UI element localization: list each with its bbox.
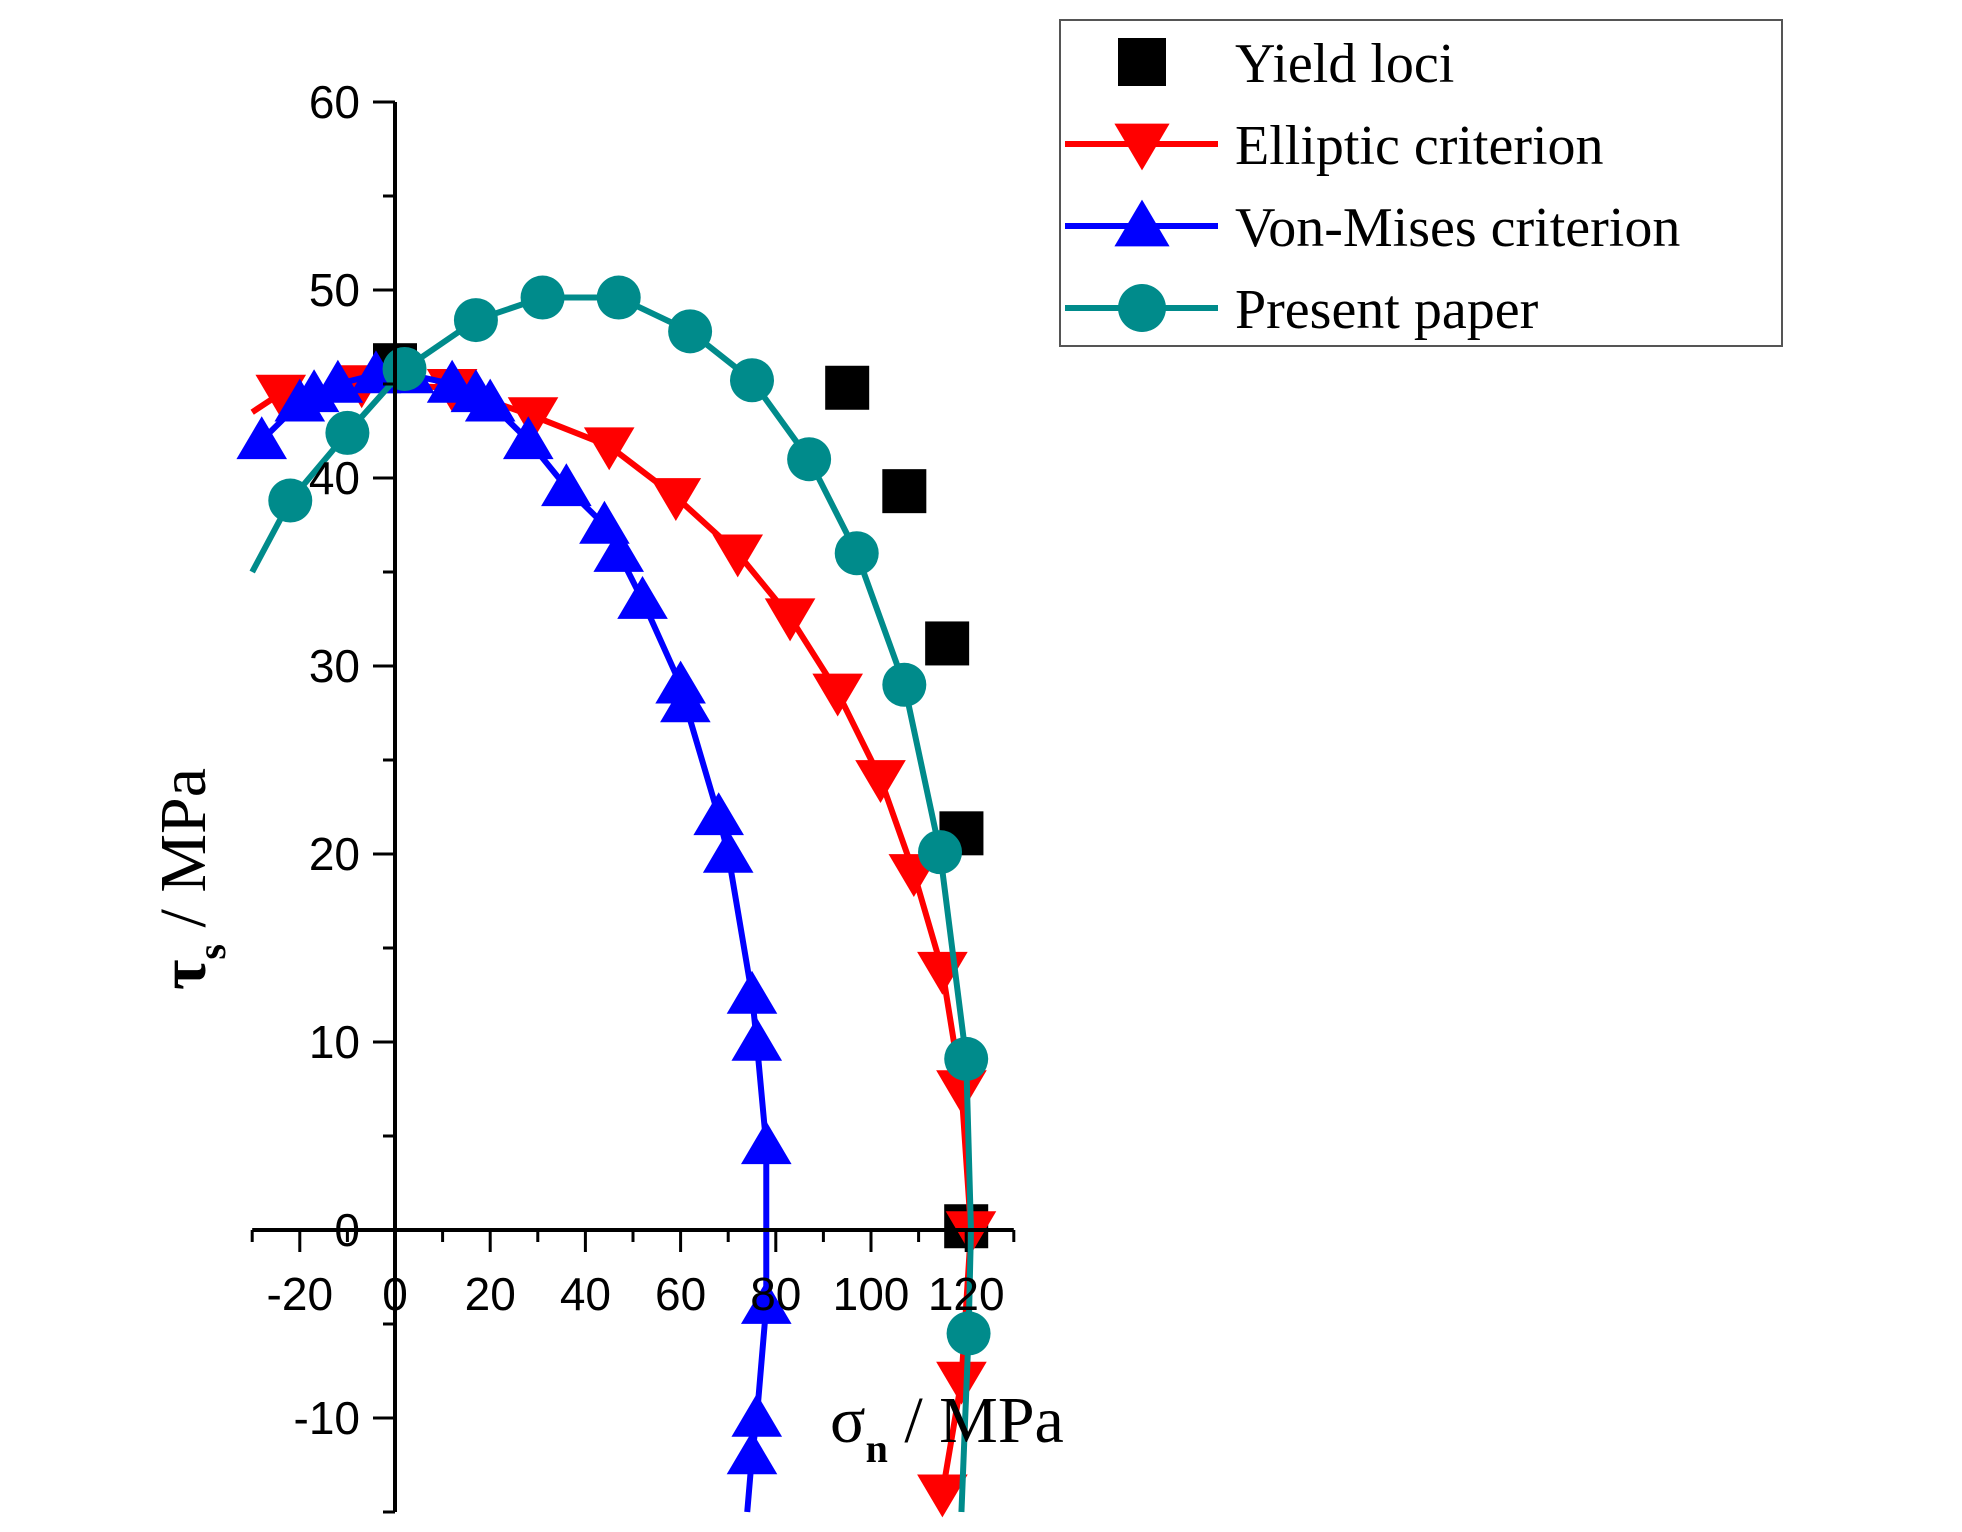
yield-loci-marker <box>882 469 927 514</box>
elliptic-criterion-marker <box>812 673 863 717</box>
y-tick-label: 10 <box>309 1016 360 1068</box>
von-mises-criterion-marker <box>593 529 645 572</box>
x-tick-label: -20 <box>267 1268 333 1320</box>
present-paper-marker <box>787 437 832 482</box>
x-tick-label: 40 <box>560 1268 611 1320</box>
present-paper-marker <box>668 309 713 354</box>
yield-loci-marker <box>925 621 970 666</box>
present-paper-marker <box>882 662 927 707</box>
elliptic-criterion-marker <box>507 397 559 441</box>
von-mises-criterion-marker <box>731 1393 783 1437</box>
von-mises-criterion-marker <box>236 416 288 460</box>
y-axis-subscript: s <box>189 944 234 960</box>
legend-marker <box>1118 284 1166 332</box>
legend-marker <box>1114 123 1170 171</box>
legend-item-present-paper: Present paper <box>1065 279 1539 341</box>
von-mises-criterion-marker <box>740 1121 792 1165</box>
x-tick-label: 80 <box>750 1268 801 1320</box>
y-tick-label: 50 <box>309 264 360 316</box>
von-mises-criterion-marker <box>731 1017 783 1061</box>
y-tick-label: 0 <box>334 1204 360 1256</box>
legend-label: Elliptic criterion <box>1235 115 1604 177</box>
von-mises-criterion-marker <box>740 1281 792 1324</box>
von-mises-criterion-marker <box>617 576 668 619</box>
elliptic-criterion-marker <box>936 1070 987 1114</box>
elliptic-criterion-marker <box>917 1474 968 1518</box>
present-paper-marker <box>918 830 963 875</box>
legend: Yield loci Elliptic criterion Von-Mises cr… <box>1059 19 1783 347</box>
y-axis-title: τs / MPa <box>147 768 234 990</box>
elliptic-criterion-marker <box>712 534 764 578</box>
y-tick-label: 60 <box>309 76 360 128</box>
x-axis-subscript: n <box>866 1426 888 1471</box>
present-paper-marker <box>268 478 313 523</box>
present-paper-marker <box>596 275 641 320</box>
x-axis-unit: / MPa <box>888 1384 1064 1457</box>
x-tick-label: 60 <box>655 1268 706 1320</box>
legend-marker <box>1114 199 1170 247</box>
legend-item-yield-loci: Yield loci <box>1118 33 1454 95</box>
present-paper-marker <box>944 1036 989 1081</box>
present-paper-marker <box>520 275 565 320</box>
legend-item-elliptic-criterion: Elliptic criterion <box>1065 115 1604 177</box>
x-tick-label: 100 <box>833 1268 910 1320</box>
von-mises-criterion-marker <box>726 1431 778 1475</box>
present-paper-marker <box>730 358 774 403</box>
von-mises-criterion-marker <box>541 463 592 507</box>
x-tick-label: 20 <box>465 1268 516 1320</box>
x-axis-symbol: σ <box>830 1384 866 1457</box>
present-paper-marker <box>325 410 370 455</box>
von-mises-criterion-marker <box>726 970 778 1014</box>
legend-label: Von-Mises criterion <box>1235 197 1680 259</box>
y-tick-label: 30 <box>309 640 360 692</box>
legend-label: Yield loci <box>1235 33 1454 95</box>
present-paper-line <box>249 294 974 1513</box>
y-tick-label: 20 <box>309 828 360 880</box>
elliptic-criterion-marker <box>855 760 906 803</box>
von-mises-criterion-marker <box>502 416 554 460</box>
elliptic-criterion-marker <box>583 427 635 471</box>
x-tick-label: 120 <box>928 1268 1005 1320</box>
elliptic-criterion-marker <box>936 1361 987 1405</box>
von-mises-criterion-marker <box>693 792 744 836</box>
series-present-paper <box>249 275 991 1513</box>
yield-loci-marker <box>825 365 870 410</box>
y-tick-label: -10 <box>294 1392 360 1444</box>
present-paper-marker <box>453 298 498 343</box>
legend-marker <box>1118 38 1166 86</box>
von-mises-criterion-marker <box>702 829 754 873</box>
legend-box <box>1059 19 1783 347</box>
von-mises-criterion-marker <box>312 359 364 403</box>
legend-label: Present paper <box>1235 279 1539 341</box>
von-mises-criterion-marker <box>464 378 516 422</box>
legend-item-von-mises-criterion: Von-Mises criterion <box>1065 197 1680 259</box>
elliptic-criterion-marker <box>255 374 307 418</box>
von-mises-criterion-line <box>259 371 770 1513</box>
von-mises-criterion-marker <box>660 679 711 723</box>
von-mises-criterion-marker <box>655 660 706 704</box>
x-axis-title: σn / MPa <box>830 1384 1064 1471</box>
elliptic-criterion-marker <box>650 478 702 521</box>
y-axis-symbol: τ <box>147 960 220 990</box>
present-paper-marker <box>834 531 879 576</box>
x-tick-label: 0 <box>382 1268 408 1320</box>
present-paper-marker <box>946 1311 991 1356</box>
elliptic-criterion-marker <box>764 598 816 642</box>
y-axis-unit: / MPa <box>147 768 220 944</box>
y-tick-label: 40 <box>309 452 360 504</box>
series-layer <box>236 275 997 1518</box>
